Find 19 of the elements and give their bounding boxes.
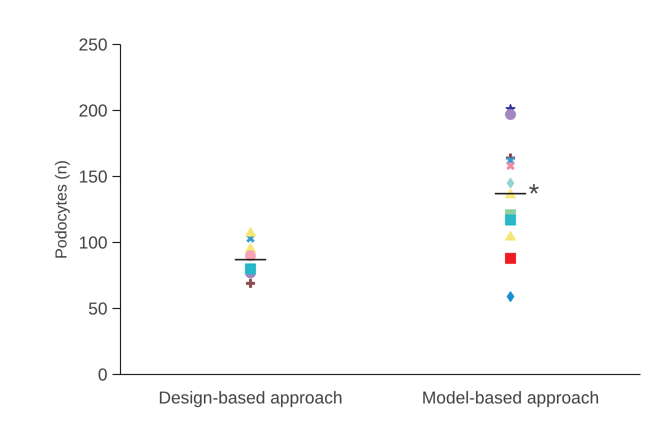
x-tick-label: Model-based approach	[422, 388, 600, 408]
y-axis-title: Podocytes (n)	[54, 160, 71, 259]
y-tick-label: 250	[78, 34, 108, 54]
point	[244, 277, 256, 290]
y-tick-label: 100	[78, 232, 108, 252]
point	[505, 230, 516, 241]
y-tick-label: 150	[78, 166, 108, 186]
y-tick-label: 50	[88, 298, 108, 318]
x-tick-label: Design-based approach	[158, 388, 343, 408]
point	[245, 250, 256, 262]
y-tick-label: 0	[98, 364, 108, 384]
point	[245, 226, 256, 237]
point	[505, 252, 516, 264]
point	[505, 214, 516, 226]
annotation: *	[528, 178, 540, 209]
point	[245, 263, 256, 274]
point	[506, 161, 516, 171]
y-tick-label: 200	[78, 100, 108, 120]
point	[505, 108, 516, 120]
